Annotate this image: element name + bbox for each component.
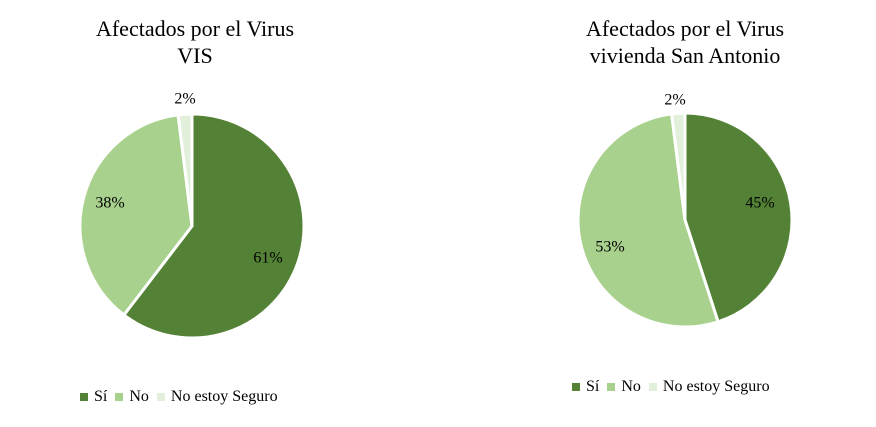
- legend-swatch: [156, 393, 165, 401]
- legend-label: No estoy Seguro: [662, 378, 770, 395]
- chart-title-line-1: Afectados por el Virus: [585, 16, 785, 41]
- data-label: 53%: [595, 239, 624, 256]
- legend-swatch: [80, 393, 88, 401]
- chart-title: Afectados por el Virus vivienda San Anto…: [550, 15, 820, 69]
- data-label: 2%: [664, 92, 685, 109]
- data-label: 2%: [174, 91, 195, 108]
- chart-title-line-2: VIS: [177, 43, 213, 68]
- chart-title-line-2: vivienda San Antonio: [589, 43, 781, 68]
- pie-slice-no: [78, 113, 194, 318]
- legend-label: No: [129, 388, 149, 405]
- chart-title: Afectados por el Virus VIS: [60, 15, 330, 69]
- legend-label: Sí: [94, 388, 108, 405]
- legend-item-no: No: [115, 388, 149, 406]
- pie-slice-sí: [683, 111, 794, 324]
- chart-title-line-1: Afectados por el Virus: [95, 16, 295, 41]
- legend-swatch: [572, 383, 580, 391]
- pie-slice-no-estoy-seguro: [669, 111, 687, 221]
- pie-slice-no-estoy-seguro: [176, 112, 194, 227]
- legend: Sí No No estoy Seguro: [572, 378, 778, 396]
- legend-item-no-estoy-seguro: No estoy Seguro: [156, 388, 278, 406]
- data-label: 38%: [95, 195, 124, 212]
- legend-label: No: [621, 378, 641, 395]
- legend-label: Sí: [586, 378, 600, 395]
- legend-item-si: Sí: [80, 388, 107, 406]
- pie-slice-no: [576, 112, 720, 329]
- legend-swatch: [115, 393, 124, 401]
- pie-slice-sí: [121, 112, 306, 340]
- legend-label: No estoy Seguro: [170, 388, 278, 405]
- data-label: 61%: [253, 250, 282, 267]
- data-label: 45%: [745, 195, 774, 212]
- legend: Sí No No estoy Seguro: [80, 388, 286, 406]
- legend-item-no-estoy-seguro: No estoy Seguro: [648, 378, 770, 396]
- legend-swatch: [607, 383, 616, 391]
- legend-item-no: No: [607, 378, 641, 396]
- legend-swatch: [648, 383, 657, 391]
- legend-item-si: Sí: [572, 378, 599, 396]
